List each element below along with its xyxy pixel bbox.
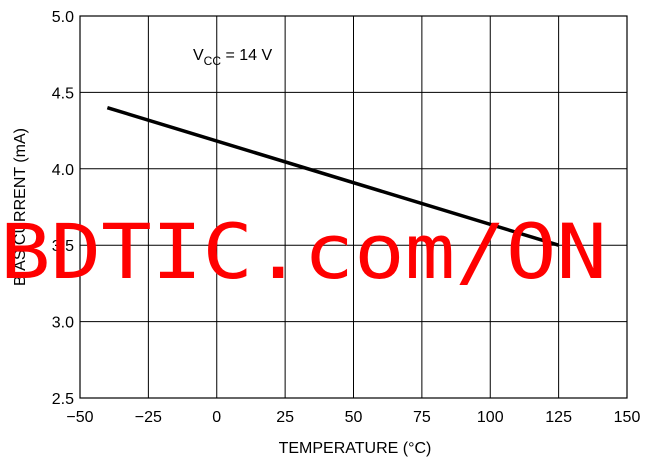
y-tick-label: 2.5 [52,391,74,408]
y-tick-labels: 2.5 3.0 3.5 4.0 4.5 5.0 [52,9,74,408]
annotation-vcc: VCC = 14 V [193,47,272,68]
x-tick-label: −25 [135,409,162,426]
x-tick-label: 0 [212,409,221,426]
x-tick-label: −50 [66,409,93,426]
series-line [106,106,560,247]
y-tick-label: 4.0 [52,162,74,179]
x-tick-labels: −50 −25 0 25 50 75 100 125 150 [66,409,640,426]
x-tick-label: 100 [477,409,504,426]
y-tick-label: 4.5 [52,85,74,102]
x-tick-label: 125 [545,409,572,426]
annotation-sub: CC [204,54,222,68]
x-tick-label: 75 [413,409,431,426]
y-axis-label: BIAS CURRENT (mA) [12,128,29,286]
grid [79,15,628,399]
x-tick-label: 150 [614,409,641,426]
x-axis-label: TEMPERATURE (°C) [279,440,432,457]
annotation-rest: = 14 V [221,47,272,64]
x-tick-label: 25 [276,409,294,426]
y-tick-label: 3.0 [52,315,74,332]
annotation-main: V [193,47,204,64]
plot-frame [79,15,628,399]
series-layer [106,106,560,247]
x-tick-label: 50 [345,409,363,426]
y-tick-label: 5.0 [52,9,74,26]
y-tick-label: 3.5 [52,238,74,255]
watermark: BDTIC.com/ON [0,207,607,296]
